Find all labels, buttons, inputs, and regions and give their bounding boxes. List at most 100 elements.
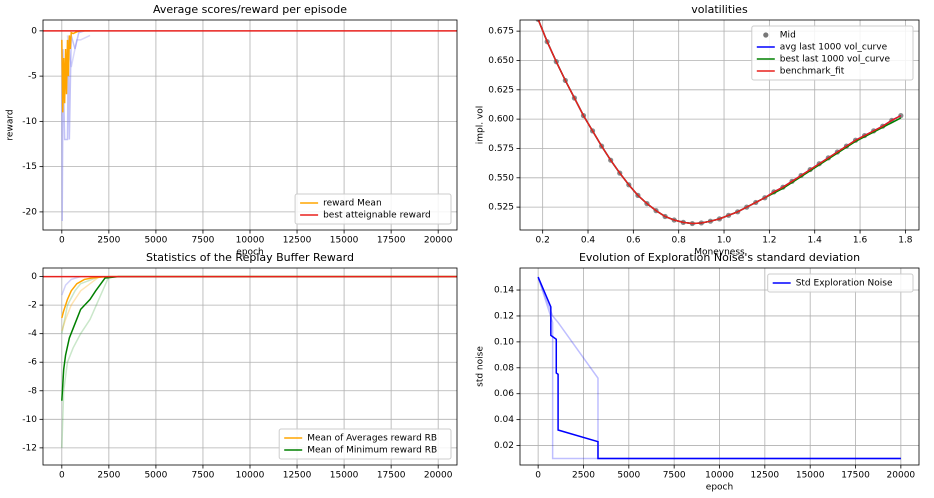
y-tick-label: -10 xyxy=(22,117,37,127)
plot-area xyxy=(535,20,904,227)
x-tick-label: 1.2 xyxy=(762,236,776,246)
y-tick-label: 0.12 xyxy=(494,311,514,321)
y-tick-label: -8 xyxy=(28,386,37,396)
x-tick-label: 1.6 xyxy=(853,236,868,246)
y-axis-label: impl. vol xyxy=(476,106,486,145)
legend-label: reward Mean xyxy=(323,199,382,209)
x-tick-label: 2500 xyxy=(97,236,120,246)
chart-title: Average scores/reward per episode xyxy=(153,3,347,16)
series-line xyxy=(61,275,100,332)
axes-frame xyxy=(42,19,458,231)
x-axis-label: epoch xyxy=(706,483,733,493)
series-line xyxy=(61,275,457,401)
x-tick-label: 0 xyxy=(59,236,65,246)
y-tick-label: 0.525 xyxy=(488,203,514,213)
x-tick-label: 5000 xyxy=(144,236,167,246)
y-tick-label: 0.08 xyxy=(494,363,514,373)
x-tick-label: 7500 xyxy=(192,236,215,246)
x-axis-label: epoch xyxy=(236,248,263,258)
series-line xyxy=(61,275,457,448)
series-line xyxy=(66,34,91,68)
chart-title: Statistics of the Replay Buffer Reward xyxy=(146,251,354,264)
x-tick-label: 0.8 xyxy=(672,236,687,246)
legend-label: avg last 1000 vol_curve xyxy=(780,43,888,53)
plot-area xyxy=(43,275,457,448)
legend-label: benchmark_fit xyxy=(780,67,845,77)
x-tick-label: 12500 xyxy=(751,471,780,481)
legend-box xyxy=(294,193,452,225)
data-point xyxy=(898,113,904,119)
chart-title: Evolution of Exploration Noise's standar… xyxy=(579,251,860,264)
y-tick-label: 0.10 xyxy=(494,337,514,347)
series-line xyxy=(537,276,901,460)
subplot: Evolution of Exploration Noise's standar… xyxy=(476,251,920,493)
series-line xyxy=(61,30,91,113)
legend: Std Exploration Noise xyxy=(767,273,914,293)
y-tick-label: 0.575 xyxy=(488,144,514,154)
y-tick-label: -6 xyxy=(28,358,37,368)
y-tick-label: -2 xyxy=(28,301,37,311)
plot-area xyxy=(537,276,901,460)
legend-label: best last 1000 vol_curve xyxy=(780,55,891,65)
y-tick-label: 0.650 xyxy=(488,56,514,66)
x-tick-label: 12500 xyxy=(283,471,312,481)
y-tick-label: -10 xyxy=(22,415,37,425)
legend-box xyxy=(767,273,914,293)
y-tick-label: 0.02 xyxy=(494,441,514,451)
x-tick-label: 0 xyxy=(535,471,541,481)
series-line xyxy=(537,20,902,225)
legend-marker xyxy=(763,32,769,38)
y-tick-label: 0.550 xyxy=(488,173,514,183)
x-tick-label: 17500 xyxy=(377,471,406,481)
chart-title: volatilities xyxy=(691,3,748,16)
series-line xyxy=(61,275,457,319)
x-tick-label: 15000 xyxy=(330,471,359,481)
x-tick-label: 2500 xyxy=(572,471,595,481)
axes-frame xyxy=(42,267,458,466)
x-tick-label: 15000 xyxy=(330,236,359,246)
series-line xyxy=(61,275,81,296)
y-tick-label: 0 xyxy=(31,26,37,36)
y-tick-label: -5 xyxy=(28,72,37,82)
x-tick-label: 5000 xyxy=(144,471,167,481)
legend-label: best atteignable reward xyxy=(323,211,431,221)
y-axis-label: std noise xyxy=(476,346,486,387)
x-tick-label: 20000 xyxy=(424,471,453,481)
y-tick-label: -12 xyxy=(22,443,37,453)
x-tick-label: 17500 xyxy=(841,471,870,481)
legend-label: Std Exploration Noise xyxy=(796,279,893,289)
y-tick-label: -15 xyxy=(22,162,37,172)
x-tick-label: 1.8 xyxy=(898,236,913,246)
series-line xyxy=(61,275,100,334)
y-tick-label: -20 xyxy=(22,207,37,217)
x-tick-label: 2500 xyxy=(97,471,120,481)
y-tick-label: 0.06 xyxy=(494,389,514,399)
x-tick-label: 0.4 xyxy=(581,236,596,246)
x-tick-label: 12500 xyxy=(283,236,312,246)
x-tick-label: 10000 xyxy=(236,236,265,246)
x-tick-label: 15000 xyxy=(796,471,825,481)
x-tick-label: 0.2 xyxy=(536,236,550,246)
axes-frame xyxy=(519,19,920,231)
y-tick-label: 0.14 xyxy=(494,286,514,296)
legend-box xyxy=(278,428,452,460)
y-axis-label: reward xyxy=(6,109,16,140)
x-tick-label: 20000 xyxy=(887,471,916,481)
x-tick-label: 20000 xyxy=(424,236,453,246)
x-tick-label: 0.6 xyxy=(626,236,641,246)
subplot: Statistics of the Replay Buffer Reward 0 2… xyxy=(22,251,458,481)
legend-label: Mean of Minimum reward RB xyxy=(307,446,437,456)
x-tick-label: 1.4 xyxy=(808,236,823,246)
legend-box xyxy=(751,25,914,81)
x-tick-label: 10000 xyxy=(705,471,734,481)
x-tick-label: 10000 xyxy=(236,471,265,481)
legend-label: Mid xyxy=(780,31,796,41)
axes-frame xyxy=(519,267,920,466)
plot-area xyxy=(43,30,457,221)
legend-label: Mean of Averages reward RB xyxy=(307,434,437,444)
y-tick-label: 0.625 xyxy=(488,85,514,95)
y-tick-label: 0 xyxy=(31,272,37,282)
